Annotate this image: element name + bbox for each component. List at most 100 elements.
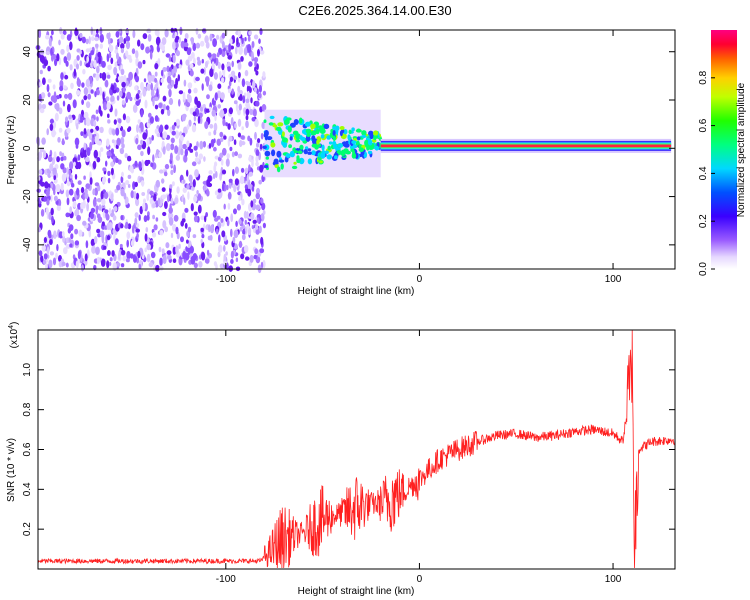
spectrogram-cell — [168, 97, 174, 106]
spectrogram-cell — [124, 153, 128, 159]
spectrogram-cell — [262, 222, 266, 229]
spectrogram-cell — [112, 215, 117, 221]
spectrogram-cell — [125, 115, 131, 124]
spectrogram-cell — [92, 198, 97, 207]
spectrogram-cell — [168, 55, 172, 63]
spectrogram-cell — [80, 186, 85, 194]
spectrogram-cell — [164, 124, 169, 130]
spectrogram-cell — [271, 149, 276, 157]
spectrogram-cell — [170, 79, 175, 87]
spectrogram-cell — [220, 137, 224, 143]
spectrogram-cell — [85, 48, 91, 53]
spectrogram-cell — [243, 47, 248, 56]
spectrogram-cell — [110, 161, 115, 167]
spectrogram-cell — [82, 68, 86, 75]
spectrogram-cell — [197, 204, 202, 214]
spectrogram-cell — [59, 151, 62, 157]
spectrogram-cell — [155, 149, 160, 156]
spectrogram-cell — [138, 161, 142, 170]
spectrogram-cell — [197, 33, 202, 39]
spectrogram-cell — [65, 116, 69, 123]
spectrogram-cell — [94, 135, 99, 144]
spectrogram-cell — [186, 239, 189, 244]
spectrogram-cell — [231, 151, 235, 158]
spectrogram-cell — [170, 213, 174, 218]
spectrogram-cell — [115, 157, 119, 163]
spectrogram-cell — [316, 139, 320, 145]
spectrogram-cell — [66, 34, 72, 41]
spectrogram-cell — [261, 121, 266, 130]
spectrogram-cell — [113, 206, 118, 212]
spectrogram-cell — [324, 150, 329, 155]
spectrogram-cell — [200, 68, 205, 74]
spectrogram-cell — [218, 70, 222, 80]
spectrogram-cell — [307, 148, 312, 152]
spectrogram-cell — [332, 135, 336, 142]
spectrogram-cell — [154, 104, 159, 110]
spectrogram-cell — [226, 153, 230, 159]
spectrogram-cell — [94, 36, 99, 42]
spectrogram-cell — [134, 75, 140, 83]
spectrogram-cell — [99, 126, 104, 134]
spectrogram-cell — [55, 183, 61, 193]
spectrogram-cell — [74, 173, 78, 180]
spectrogram-cell — [209, 33, 213, 42]
spectrogram-cell — [249, 171, 253, 177]
spectrogram-cell — [104, 209, 109, 214]
spectrogram-cell — [120, 137, 125, 145]
spectrogram-cell — [206, 79, 209, 87]
spectrogram-cell — [235, 103, 239, 112]
spectrogram-cell — [110, 148, 114, 155]
spectrogram-cell — [106, 235, 111, 241]
spectrogram-cell — [143, 198, 146, 204]
spectrogram-cell — [177, 74, 180, 82]
spectrogram-cell — [108, 44, 114, 53]
spectrogram-cell — [80, 131, 84, 137]
colorbar-gradient — [711, 30, 737, 269]
spectrogram-cell — [121, 81, 126, 88]
spectrogram-cell — [228, 181, 232, 189]
spectrogram-cell — [69, 243, 73, 248]
spectrogram-cell — [263, 119, 267, 123]
spectrogram-cell — [201, 83, 204, 91]
spectrogram-cell — [74, 228, 79, 235]
spectrogram-cell — [340, 149, 346, 157]
spectrogram-cell — [95, 125, 100, 131]
spectrogram-cell — [273, 158, 279, 165]
spectrogram-cell — [119, 90, 123, 98]
spectrogram-ytick-label: -20 — [22, 189, 33, 204]
spectrogram-cell — [289, 150, 295, 158]
spectrogram-cell — [278, 159, 285, 163]
spectrogram-cell — [69, 41, 73, 51]
snr-ticks: -100 0 100 0.2 0.4 0.6 0.8 1.0 — [22, 330, 675, 585]
spectrogram-cell — [66, 127, 71, 134]
spectrogram-cell — [374, 145, 379, 151]
spectrogram-cell — [184, 148, 188, 157]
spectrogram-cell — [139, 206, 143, 215]
spectrogram-cell — [101, 60, 106, 68]
spectrogram-cell — [102, 167, 107, 172]
spectrogram-cell — [367, 139, 373, 146]
spectrogram-cell — [148, 112, 152, 118]
spectrogram-cell — [173, 164, 177, 174]
spectrogram-cell — [292, 130, 299, 136]
spectrogram-cell — [55, 102, 60, 112]
spectrogram-cell — [40, 181, 45, 187]
spectrogram-cell — [153, 193, 157, 202]
spectrogram-cell — [147, 34, 152, 42]
spectrogram-cell — [221, 63, 225, 71]
colorbar-tick-label: 0.0 — [698, 262, 709, 276]
spectrogram-cell — [99, 33, 105, 43]
spectrogram-cell — [193, 262, 198, 269]
spectrogram-cell — [60, 33, 65, 40]
spectrogram-cell — [52, 95, 58, 104]
spectrogram-cell — [200, 40, 205, 47]
spectrogram-cell — [152, 203, 156, 208]
spectrogram-cell — [233, 75, 238, 80]
spectrogram-cell — [60, 156, 64, 162]
spectrogram-cell — [40, 255, 44, 263]
spectrogram-cell — [98, 150, 102, 158]
spectrogram-cell — [77, 154, 81, 161]
spectrogram-cell — [107, 177, 111, 184]
spectrogram-cell — [110, 84, 115, 91]
